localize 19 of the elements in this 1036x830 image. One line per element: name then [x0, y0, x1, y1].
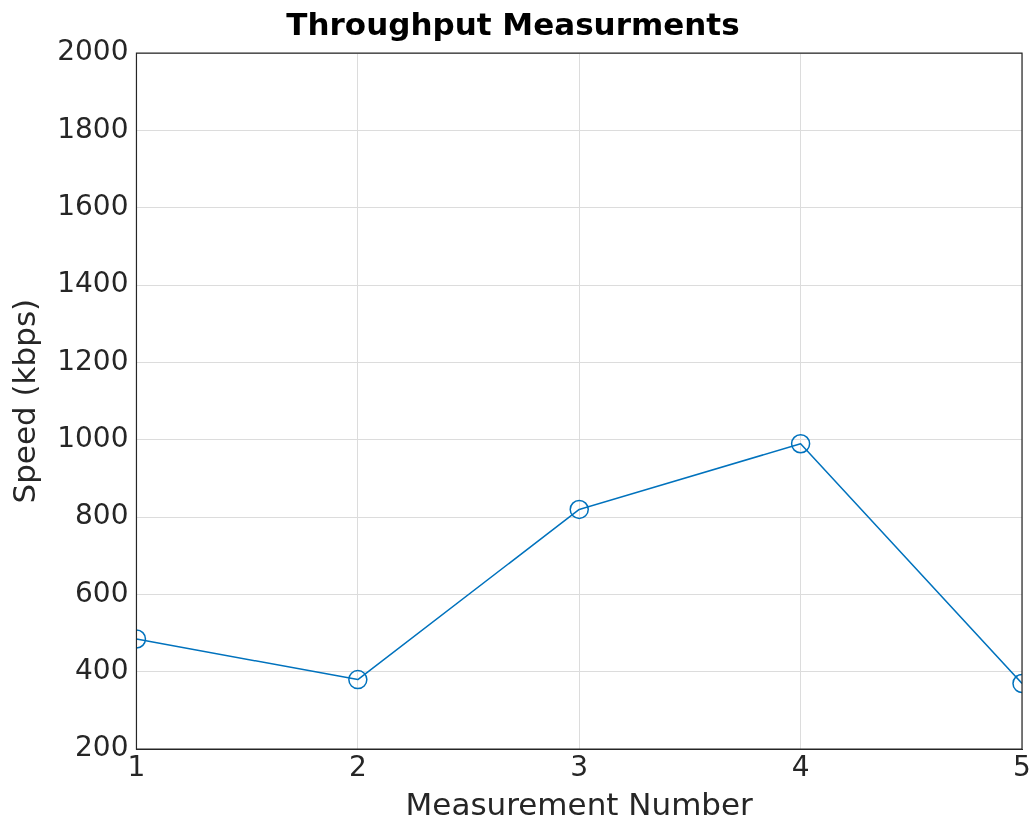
x-tick-label: 2 [348, 750, 367, 784]
y-tick-label: 1200 [57, 343, 129, 377]
y-tick-label: 600 [75, 575, 129, 609]
point [569, 499, 589, 520]
y-tick-label: 400 [75, 653, 129, 687]
y-tick-label: 1600 [57, 189, 129, 223]
x-tick-label: 1 [127, 750, 146, 784]
x-axis-title: Measurement Number [405, 786, 754, 823]
y-tick-label: 1400 [57, 266, 129, 300]
x-tick-label: 4 [791, 750, 810, 784]
chart-title: Throughput Measurments [286, 5, 740, 42]
y-axis-title: Speed (kbps) [5, 298, 42, 504]
y-tick-label: 200 [75, 730, 129, 764]
y-tick-label: 800 [75, 498, 129, 532]
x-tick-label: 3 [570, 750, 589, 784]
y-tick-label: 1800 [57, 111, 129, 145]
y-tick-label: 1000 [57, 421, 129, 455]
x-tick-label: 5 [1013, 750, 1031, 784]
y-tick-label: 2000 [57, 34, 129, 68]
